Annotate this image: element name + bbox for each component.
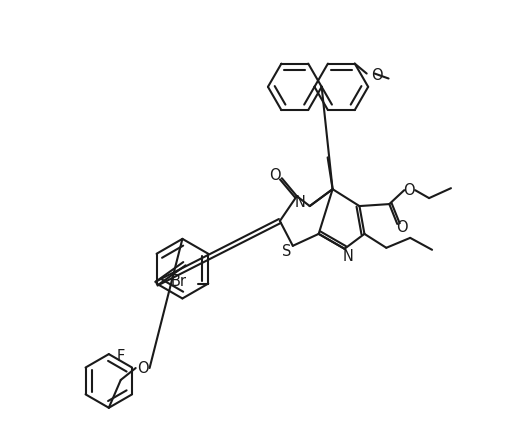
Text: O: O [269,168,281,183]
Text: O: O [371,68,382,83]
Text: F: F [117,349,125,364]
Text: N: N [343,249,354,264]
Text: O: O [396,220,408,235]
Text: S: S [282,244,292,259]
Text: O: O [404,183,415,197]
Text: O: O [137,361,149,375]
Text: Br: Br [170,274,186,289]
Text: N: N [294,194,305,210]
